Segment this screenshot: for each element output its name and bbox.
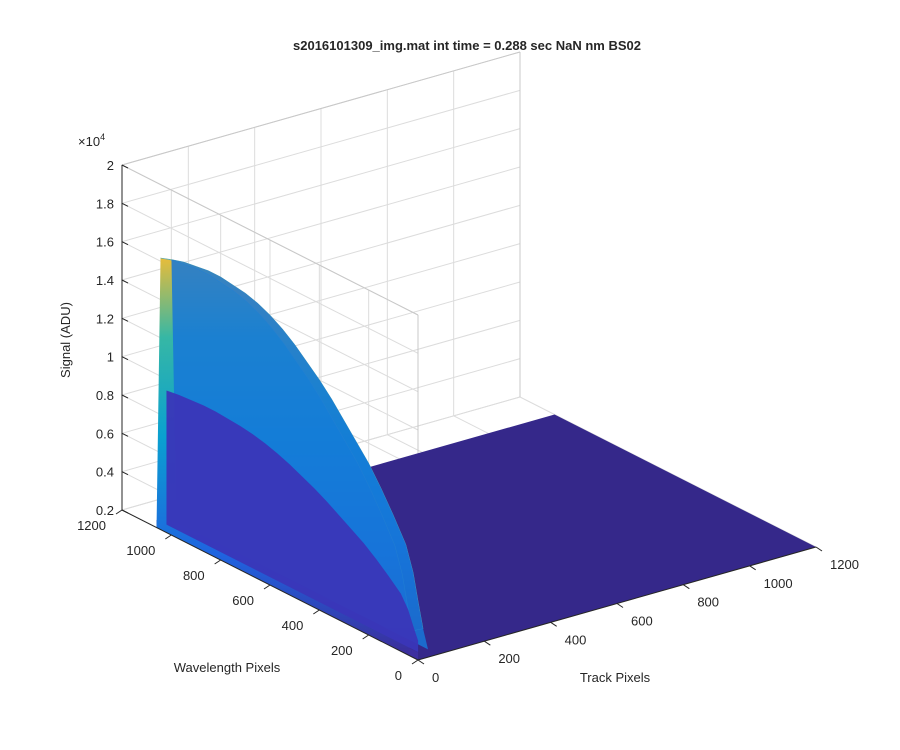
x-tick <box>815 546 823 552</box>
z-tick-label: 0.6 <box>96 426 114 441</box>
y-tick <box>115 509 123 515</box>
z-axis-label: Signal (ADU) <box>58 302 73 378</box>
secondary-ridge <box>166 390 419 653</box>
y-tick-label: 800 <box>183 568 205 583</box>
surface-plot <box>156 257 817 660</box>
x-tick <box>484 640 491 646</box>
y-tick <box>263 584 271 590</box>
z-tick-label: 1.6 <box>96 235 114 250</box>
y-tick-label: 400 <box>282 618 304 633</box>
z-tick-label: 0.4 <box>96 465 114 480</box>
z-tick-label: 0.8 <box>96 388 114 403</box>
y-tick <box>362 634 369 640</box>
z-exponent-label: ×104 <box>78 132 105 149</box>
z-tick <box>121 356 129 361</box>
x-tick-label: 200 <box>498 651 520 666</box>
z-tick <box>121 164 129 169</box>
x-tick <box>616 603 624 608</box>
y-tick-label: 600 <box>232 593 254 608</box>
y-tick <box>214 559 221 565</box>
y-tick <box>313 609 320 615</box>
y-axis-label: Wavelength Pixels <box>174 660 281 675</box>
y-tick <box>165 534 172 540</box>
x-axis-label: Track Pixels <box>580 670 651 685</box>
z-tick-label: 1.2 <box>96 311 114 326</box>
z-tick-label: 1.4 <box>96 273 114 288</box>
z-tick-label: 1.8 <box>96 196 114 211</box>
y-tick-label: 0 <box>395 668 402 683</box>
y-tick-label: 1200 <box>77 518 106 533</box>
x-tick <box>683 584 690 590</box>
y-tick-label: 200 <box>331 643 353 658</box>
box-edge <box>121 51 521 166</box>
z-tick <box>121 202 129 207</box>
z-tick <box>121 317 129 322</box>
x-tick-label: 400 <box>565 632 587 647</box>
x-tick <box>417 659 425 665</box>
z-tick <box>121 279 129 284</box>
x-tick-label: 800 <box>697 595 719 610</box>
z-tick <box>121 509 129 514</box>
z-tick <box>121 471 129 476</box>
z-tick <box>121 394 129 399</box>
z-tick <box>121 432 129 437</box>
x-tick-label: 1200 <box>830 557 859 572</box>
x-tick <box>749 565 756 571</box>
axes-ticks: 0200400600800100012000200400600800100012… <box>77 158 859 685</box>
x-tick <box>550 621 557 627</box>
x-tick-label: 600 <box>631 614 653 629</box>
y-tick-label: 1000 <box>126 543 155 558</box>
x-tick-label: 0 <box>432 670 439 685</box>
z-tick-label: 2 <box>107 158 114 173</box>
x-tick-label: 1000 <box>764 576 793 591</box>
y-tick <box>411 659 419 665</box>
chart-title: s2016101309_img.mat int time = 0.288 sec… <box>293 38 641 53</box>
box-edge <box>121 164 419 316</box>
z-tick-label: 0.2 <box>96 503 114 518</box>
z-tick-label: 1 <box>107 350 114 365</box>
z-tick <box>121 241 129 246</box>
